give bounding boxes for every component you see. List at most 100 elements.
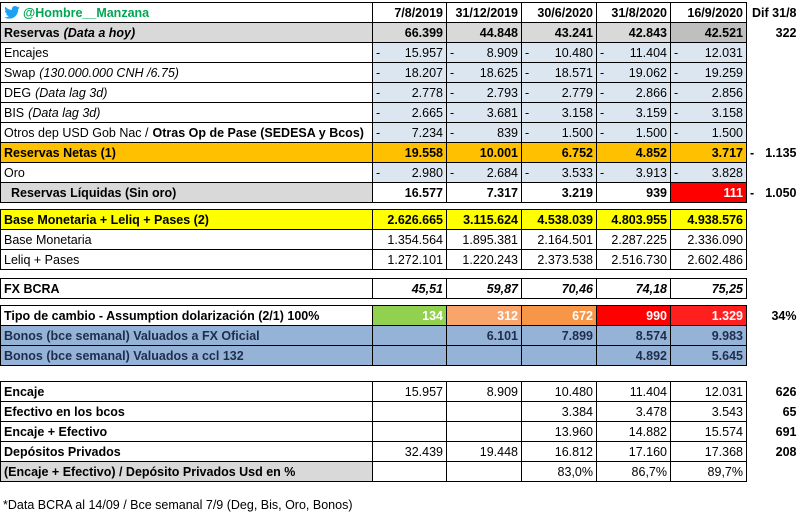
- value: 8.909: [486, 384, 518, 399]
- twitter-icon: [4, 6, 20, 20]
- row-label: FX BCRA: [0, 278, 373, 299]
- row-label: Encajes: [0, 42, 373, 63]
- value-cell: 75,25: [670, 278, 747, 299]
- spacer: [1, 299, 800, 306]
- column-header: 30/6/2020: [521, 2, 597, 23]
- value-cell: - 19.259: [670, 62, 747, 83]
- value-cell: 13.960: [521, 421, 597, 442]
- sign: -: [376, 125, 381, 140]
- value: 15.957: [404, 45, 443, 60]
- row-label: Efectivo en los bcos: [0, 401, 373, 422]
- value-cell: 1.354.564: [372, 229, 447, 250]
- sign: -: [376, 85, 381, 100]
- value: 32.439: [404, 444, 443, 459]
- value-cell: - 3.913: [596, 162, 671, 183]
- spacer: [1, 270, 800, 279]
- value: 2.373.538: [537, 252, 593, 267]
- header-row: @Hombre__Manzana 7/8/2019 31/12/2019 30/6/2…: [0, 2, 800, 23]
- value-cell: 89,7%: [670, 461, 747, 482]
- value-cell: 111: [670, 182, 747, 203]
- value-cell: - 2.665: [372, 102, 447, 123]
- sign: -: [450, 85, 455, 100]
- value-cell: [521, 345, 597, 366]
- dif-header: Dif 31/8: [752, 5, 797, 20]
- spacer-cell: [1, 299, 800, 306]
- dif-cell: [747, 326, 800, 346]
- value-cell: 32.439: [372, 441, 447, 462]
- table-row: Otros dep USD Gob Nac / Otras Op de Pase …: [0, 122, 800, 143]
- value: 3.913: [635, 165, 667, 180]
- value: 59,87: [486, 281, 518, 296]
- table-row: Reservas (Data a hoy) 66.399 44.848 43.241 42…: [0, 22, 800, 43]
- dif-cell: -1.135: [747, 143, 800, 163]
- table-row: FX BCRA 45,51 59,87 70,46 74,18 75,25: [0, 278, 800, 299]
- row-label: Base Monetaria: [0, 229, 373, 250]
- value: 8.574: [635, 328, 667, 343]
- value-cell: 7.899: [521, 325, 597, 346]
- dif-cell: [747, 83, 800, 103]
- sign: -: [674, 165, 679, 180]
- value-cell: 2.516.730: [596, 249, 671, 270]
- value: 5.645: [711, 348, 743, 363]
- value-cell: 17.368: [670, 441, 747, 462]
- value-cell: 11.404: [596, 381, 671, 402]
- label-part: (Data lag 3d): [35, 85, 108, 100]
- sign: -: [525, 165, 530, 180]
- value-cell: - 18.571: [521, 62, 597, 83]
- value: 75,25: [711, 281, 743, 296]
- value-cell: 2.373.538: [521, 249, 597, 270]
- sign: -: [376, 45, 381, 60]
- footnote: *Data BCRA al 14/09 / Bce semanal 7/9 (D…: [3, 498, 353, 512]
- value: 3.219: [561, 185, 593, 200]
- row-label: Reservas (Data a hoy): [0, 22, 373, 43]
- value-cell: 42.843: [596, 22, 671, 43]
- dif-cell: -1.050: [747, 183, 800, 203]
- table-row: Depósitos Privados 32.439 19.448 16.812 17.1…: [0, 441, 800, 462]
- table-row: Base Monetaria + Leliq + Pases (2) 2.626.…: [0, 209, 800, 230]
- sign: -: [525, 45, 530, 60]
- value: 2.665: [411, 105, 443, 120]
- sign: -: [674, 65, 679, 80]
- dif-cell: [747, 163, 800, 183]
- value: 2.793: [486, 85, 518, 100]
- value-cell: - 3.158: [670, 102, 747, 123]
- value-cell: - 3.158: [521, 102, 597, 123]
- value-cell: - 10.480: [521, 42, 597, 63]
- sign: -: [674, 85, 679, 100]
- value: 86,7%: [631, 464, 667, 479]
- value-cell: - 11.404: [596, 42, 671, 63]
- label-text: Leliq + Pases: [4, 252, 80, 267]
- value-cell: 74,18: [596, 278, 671, 299]
- label-text: Encajes: [4, 45, 49, 60]
- row-label: Oro: [0, 162, 373, 183]
- dif-cell: [747, 210, 800, 230]
- value: 4.892: [635, 348, 667, 363]
- value: 18.625: [479, 65, 518, 80]
- value-cell: [372, 461, 447, 482]
- value-cell: - 19.062: [596, 62, 671, 83]
- value: 3.828: [711, 165, 743, 180]
- table-row: Bonos (bce semanal) Valuados a FX Oficia…: [0, 325, 800, 346]
- reserves-table: @Hombre__Manzana 7/8/2019 31/12/2019 30/6/2…: [0, 2, 800, 482]
- value: 3.115.624: [463, 212, 518, 227]
- value-cell: - 7.234: [372, 122, 447, 143]
- value-cell: 2.626.665: [372, 209, 447, 230]
- value: 15.574: [704, 424, 743, 439]
- dif-cell: 626: [747, 382, 800, 402]
- value-cell: 1.220.243: [446, 249, 522, 270]
- value: 2.856: [711, 85, 743, 100]
- value: 12.031: [704, 384, 743, 399]
- value-cell: 9.983: [670, 325, 747, 346]
- row-label: Bonos (bce semanal) Valuados a ccl 132: [0, 345, 373, 366]
- value-cell: 312: [446, 305, 522, 326]
- value-cell: - 839: [446, 122, 522, 143]
- row-label: Swap (130.000.000 CNH /6.75): [0, 62, 373, 83]
- value: 11.404: [629, 45, 667, 60]
- sign: -: [450, 125, 455, 140]
- value-cell: - 15.957: [372, 42, 447, 63]
- value: 16.812: [554, 444, 593, 459]
- value: 83,0%: [557, 464, 593, 479]
- dif-cell: 65: [747, 402, 800, 422]
- value-cell: - 2.856: [670, 82, 747, 103]
- value: 44.848: [479, 25, 518, 40]
